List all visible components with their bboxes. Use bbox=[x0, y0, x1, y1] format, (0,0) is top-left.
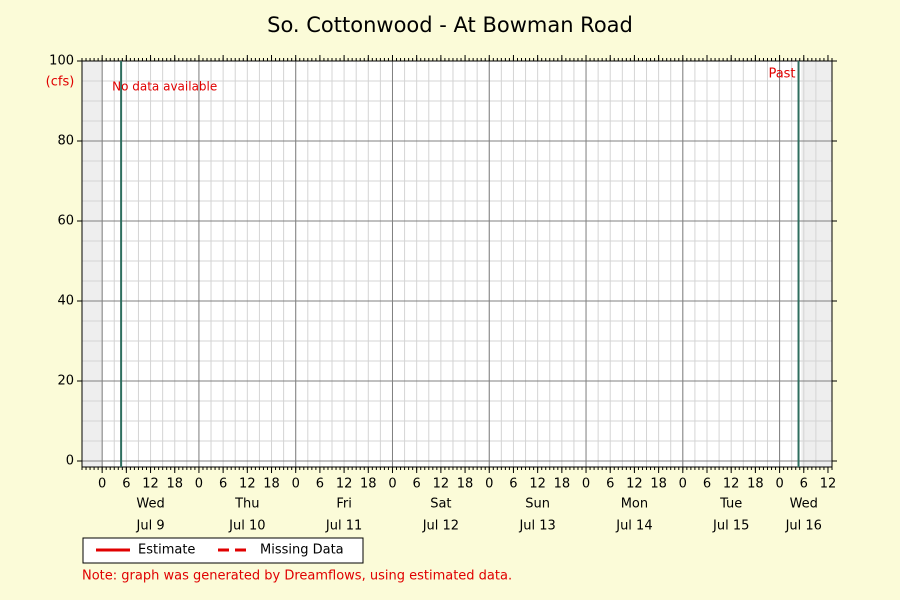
day-label: Wed bbox=[136, 497, 164, 512]
x-tick-label: 6 bbox=[509, 477, 517, 492]
date-label: Jul 10 bbox=[228, 519, 265, 534]
x-tick-label: 0 bbox=[775, 477, 783, 492]
x-tick-label: 12 bbox=[336, 477, 353, 492]
plot-border bbox=[81, 60, 833, 468]
date-label: Jul 11 bbox=[325, 519, 362, 534]
x-tick-label: 18 bbox=[650, 477, 667, 492]
x-tick-label: 0 bbox=[292, 477, 300, 492]
date-label: Jul 13 bbox=[518, 519, 555, 534]
day-label: Tue bbox=[719, 497, 742, 512]
past-label: Past bbox=[768, 67, 795, 82]
x-tick-label: 6 bbox=[219, 477, 227, 492]
x-tick-label: 18 bbox=[166, 477, 183, 492]
shaded-region bbox=[82, 61, 103, 467]
date-label: Jul 15 bbox=[712, 519, 749, 534]
y-tick-label: 20 bbox=[57, 374, 74, 389]
x-tick-label: 6 bbox=[316, 477, 324, 492]
x-tick-label: 0 bbox=[98, 477, 106, 492]
x-tick-label: 18 bbox=[747, 477, 764, 492]
x-tick-label: 12 bbox=[142, 477, 159, 492]
shaded-region bbox=[801, 61, 832, 467]
day-label: Thu bbox=[234, 497, 259, 512]
x-tick-label: 12 bbox=[433, 477, 450, 492]
legend-label: Missing Data bbox=[260, 543, 344, 558]
x-tick-label: 0 bbox=[388, 477, 396, 492]
day-label: Sun bbox=[525, 497, 550, 512]
x-tick-label: 6 bbox=[413, 477, 421, 492]
day-label: Fri bbox=[336, 497, 352, 512]
x-tick-label: 0 bbox=[582, 477, 590, 492]
x-tick-label: 18 bbox=[360, 477, 377, 492]
date-label: Jul 16 bbox=[785, 519, 822, 534]
y-tick-label: 100 bbox=[49, 54, 74, 69]
day-label: Wed bbox=[790, 497, 818, 512]
x-tick-label: 18 bbox=[457, 477, 474, 492]
x-tick-label: 18 bbox=[554, 477, 571, 492]
x-tick-label: 6 bbox=[800, 477, 808, 492]
x-tick-label: 6 bbox=[703, 477, 711, 492]
x-tick-label: 6 bbox=[122, 477, 130, 492]
chart-title: So. Cottonwood - At Bowman Road bbox=[267, 13, 633, 37]
x-tick-label: 12 bbox=[529, 477, 546, 492]
no-data-label: No data available bbox=[112, 80, 217, 94]
y-tick-label: 60 bbox=[57, 214, 74, 229]
x-tick-label: 12 bbox=[626, 477, 643, 492]
x-tick-label: 12 bbox=[239, 477, 256, 492]
y-unit: (cfs) bbox=[46, 75, 75, 90]
note: Note: graph was generated by Dreamflows,… bbox=[82, 569, 512, 584]
x-tick-label: 12 bbox=[820, 477, 837, 492]
day-label: Mon bbox=[621, 497, 648, 512]
date-label: Jul 12 bbox=[422, 519, 459, 534]
x-tick-label: 0 bbox=[485, 477, 493, 492]
legend-label: Estimate bbox=[138, 543, 195, 558]
date-label: Jul 9 bbox=[136, 519, 165, 534]
y-tick-label: 40 bbox=[57, 294, 74, 309]
date-label: Jul 14 bbox=[615, 519, 652, 534]
x-tick-label: 0 bbox=[195, 477, 203, 492]
x-tick-label: 18 bbox=[263, 477, 280, 492]
x-tick-label: 0 bbox=[679, 477, 687, 492]
day-label: Sat bbox=[430, 497, 451, 512]
x-tick-label: 12 bbox=[723, 477, 740, 492]
y-tick-label: 80 bbox=[57, 134, 74, 149]
x-tick-label: 6 bbox=[606, 477, 614, 492]
y-tick-label: 0 bbox=[66, 454, 74, 469]
